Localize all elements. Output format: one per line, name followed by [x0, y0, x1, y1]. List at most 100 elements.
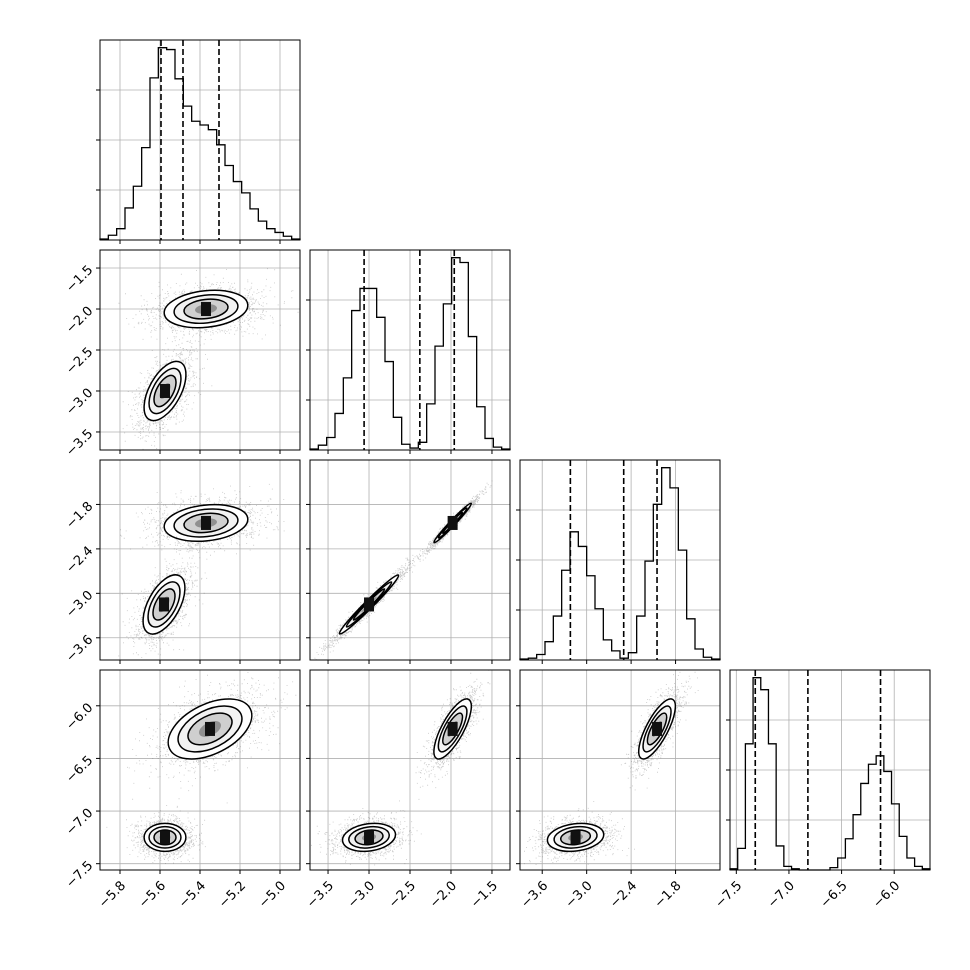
- x-tick-label: −7.0: [765, 878, 798, 911]
- x-tick-label: −3.6: [518, 878, 551, 911]
- scatter-panel-2-4: [306, 669, 511, 874]
- histogram-bar: [275, 232, 283, 240]
- histogram-bar: [738, 848, 746, 870]
- density-peak: [205, 721, 215, 736]
- histogram-bar: [662, 468, 670, 660]
- x-tick-label: −3.0: [563, 878, 596, 911]
- histogram-bar: [578, 546, 586, 660]
- histogram-bar: [125, 208, 133, 240]
- histogram-bar: [907, 858, 915, 870]
- panel-frame: [309, 459, 511, 661]
- histogram-bar: [233, 182, 241, 240]
- histogram-bar: [283, 236, 291, 240]
- x-tick-label: −7.5: [712, 878, 745, 911]
- histogram-panel-3: [516, 459, 721, 664]
- y-tick-label: −2.0: [63, 304, 96, 337]
- y-tick-label: −2.5: [63, 345, 96, 378]
- histogram-bar: [385, 362, 393, 450]
- histogram-panel-4: [726, 669, 931, 874]
- histogram-step: [519, 467, 721, 660]
- y-tick-label: −6.5: [63, 753, 96, 786]
- histogram-bar: [485, 438, 493, 450]
- histogram-bar: [335, 413, 343, 450]
- histogram-bar: [217, 145, 225, 240]
- histogram-bar: [175, 79, 183, 240]
- density-peak: [652, 721, 663, 736]
- histogram-panel-1: [96, 39, 301, 244]
- panel-frame: [309, 669, 511, 871]
- histogram-bar: [225, 166, 233, 240]
- y-tick-label: −7.0: [63, 806, 96, 839]
- y-tick-label: −1.8: [63, 499, 96, 532]
- histogram-bar: [133, 186, 141, 240]
- histogram-step: [99, 47, 301, 240]
- histogram-bar: [595, 609, 603, 660]
- scatter-panel-1-3: [96, 459, 301, 664]
- histogram-bar: [427, 404, 435, 450]
- histogram-bar: [393, 417, 401, 450]
- x-tick-label: −3.0: [345, 878, 378, 911]
- histogram-bar: [402, 444, 410, 450]
- histogram-bar: [242, 193, 250, 240]
- x-tick-label: −3.5: [304, 878, 337, 911]
- histogram-bar: [776, 846, 784, 870]
- panel-frame: [99, 669, 301, 871]
- histogram-bar: [192, 121, 200, 240]
- scatter-points: [311, 800, 422, 866]
- scatter-panel-1-2: [96, 249, 301, 454]
- histogram-bar: [670, 488, 678, 660]
- histogram-bar: [460, 263, 468, 451]
- histogram-bar: [537, 655, 545, 660]
- histogram-bar: [745, 744, 753, 870]
- panel-frame: [309, 249, 511, 451]
- scatter-panel-1-4: [96, 669, 301, 874]
- panel-content: [106, 672, 297, 864]
- histogram-bar: [318, 445, 326, 450]
- histogram-bar: [892, 804, 900, 870]
- x-tick-label: −1.8: [652, 878, 685, 911]
- y-tick-label: −7.5: [63, 858, 96, 891]
- histogram-panel-2: [306, 249, 511, 454]
- histogram-bar: [200, 125, 208, 240]
- y-tick-label: −1.5: [63, 263, 96, 296]
- density-peak: [364, 830, 375, 845]
- y-tick-label: −3.0: [63, 386, 96, 419]
- density-peak: [160, 383, 170, 398]
- histogram-bar: [150, 78, 158, 240]
- panel-frame: [99, 39, 301, 241]
- density-peak: [570, 830, 581, 845]
- histogram-bar: [784, 866, 792, 870]
- histogram-bar: [628, 653, 636, 660]
- x-tick-label: −2.5: [386, 878, 419, 911]
- histogram-bar: [108, 235, 116, 240]
- x-tick-label: −1.5: [468, 878, 501, 911]
- density-peak: [201, 302, 211, 317]
- histogram-bar: [477, 407, 485, 450]
- histogram-bar: [250, 209, 258, 240]
- histogram-bar: [377, 317, 385, 450]
- histogram-bar: [861, 783, 869, 870]
- panel-frame: [729, 669, 931, 871]
- histogram-bar: [637, 616, 645, 660]
- histogram-step: [309, 257, 511, 450]
- y-tick-label: −3.6: [63, 632, 96, 665]
- histogram-bar: [117, 229, 125, 240]
- histogram-bar: [158, 48, 166, 240]
- histogram-bar: [868, 764, 876, 870]
- density-peak: [159, 597, 169, 612]
- histogram-bar: [267, 229, 275, 240]
- panel-frame: [99, 459, 301, 661]
- histogram-bar: [899, 836, 907, 870]
- scatter-panel-2-3: [306, 459, 511, 664]
- histogram-bar: [570, 532, 578, 660]
- x-tick-label: −5.4: [176, 878, 209, 911]
- histogram-bar: [258, 221, 266, 240]
- histogram-bar: [553, 616, 561, 660]
- histogram-bar: [612, 651, 620, 660]
- histogram-bar: [884, 771, 892, 870]
- histogram-bar: [142, 148, 150, 240]
- x-tick-label: −6.0: [870, 878, 903, 911]
- histogram-bar: [753, 678, 761, 870]
- histogram-bar: [761, 690, 769, 870]
